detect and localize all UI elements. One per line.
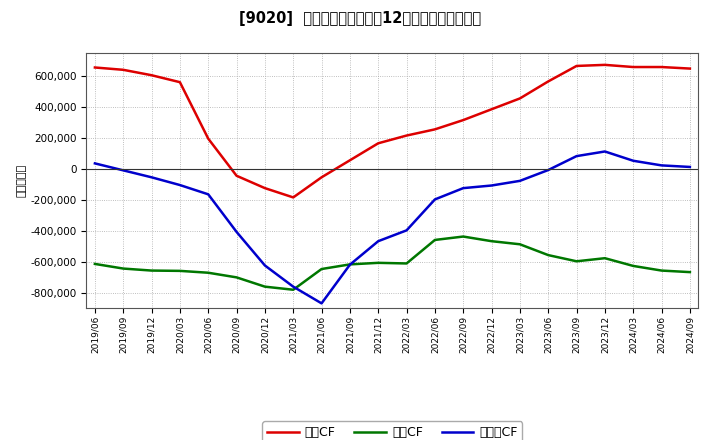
営業CF xyxy=(374,141,382,146)
営業CF xyxy=(148,73,156,78)
投資CF xyxy=(346,262,354,267)
営業CF xyxy=(402,133,411,138)
投資CF xyxy=(685,269,694,275)
フリーCF xyxy=(572,154,581,159)
フリーCF xyxy=(402,228,411,233)
フリーCF xyxy=(119,168,127,173)
投資CF xyxy=(600,256,609,261)
営業CF xyxy=(176,80,184,85)
フリーCF xyxy=(346,262,354,268)
投資CF xyxy=(374,260,382,265)
営業CF xyxy=(431,127,439,132)
投資CF xyxy=(176,268,184,274)
フリーCF xyxy=(318,301,326,306)
投資CF xyxy=(657,268,666,273)
投資CF xyxy=(204,270,212,275)
投資CF xyxy=(629,263,637,268)
フリーCF xyxy=(91,161,99,166)
投資CF xyxy=(233,275,241,280)
フリーCF xyxy=(431,197,439,202)
フリーCF xyxy=(374,238,382,244)
営業CF xyxy=(289,195,297,200)
投資CF xyxy=(487,238,496,244)
フリーCF xyxy=(629,158,637,163)
営業CF xyxy=(459,117,467,123)
営業CF xyxy=(91,65,99,70)
投資CF xyxy=(431,237,439,242)
フリーCF xyxy=(600,149,609,154)
Line: 投資CF: 投資CF xyxy=(95,237,690,290)
営業CF xyxy=(233,173,241,178)
投資CF xyxy=(572,259,581,264)
営業CF xyxy=(629,64,637,70)
営業CF xyxy=(516,96,524,101)
投資CF xyxy=(148,268,156,273)
投資CF xyxy=(318,266,326,271)
営業CF xyxy=(657,64,666,70)
営業CF xyxy=(119,67,127,73)
Line: フリーCF: フリーCF xyxy=(95,151,690,303)
Text: [9020]  キャッシュフローの12か月移動合計の推移: [9020] キャッシュフローの12か月移動合計の推移 xyxy=(239,11,481,26)
フリーCF xyxy=(657,163,666,168)
営業CF xyxy=(544,79,552,84)
営業CF xyxy=(685,66,694,71)
投資CF xyxy=(544,253,552,258)
フリーCF xyxy=(544,167,552,172)
営業CF xyxy=(204,136,212,141)
投資CF xyxy=(459,234,467,239)
フリーCF xyxy=(289,284,297,289)
営業CF xyxy=(346,158,354,163)
営業CF xyxy=(572,63,581,69)
Line: 営業CF: 営業CF xyxy=(95,65,690,198)
投資CF xyxy=(402,261,411,266)
フリーCF xyxy=(487,183,496,188)
フリーCF xyxy=(261,263,269,268)
営業CF xyxy=(261,186,269,191)
営業CF xyxy=(318,175,326,180)
フリーCF xyxy=(233,229,241,235)
フリーCF xyxy=(204,192,212,197)
投資CF xyxy=(91,261,99,267)
営業CF xyxy=(487,106,496,112)
投資CF xyxy=(119,266,127,271)
Y-axis label: （百万円）: （百万円） xyxy=(17,164,26,197)
投資CF xyxy=(261,284,269,289)
フリーCF xyxy=(516,178,524,183)
フリーCF xyxy=(176,183,184,188)
Legend: 営業CF, 投資CF, フリーCF: 営業CF, 投資CF, フリーCF xyxy=(262,422,523,440)
投資CF xyxy=(289,287,297,293)
フリーCF xyxy=(685,164,694,169)
フリーCF xyxy=(459,186,467,191)
フリーCF xyxy=(148,175,156,180)
投資CF xyxy=(516,242,524,247)
営業CF xyxy=(600,62,609,67)
